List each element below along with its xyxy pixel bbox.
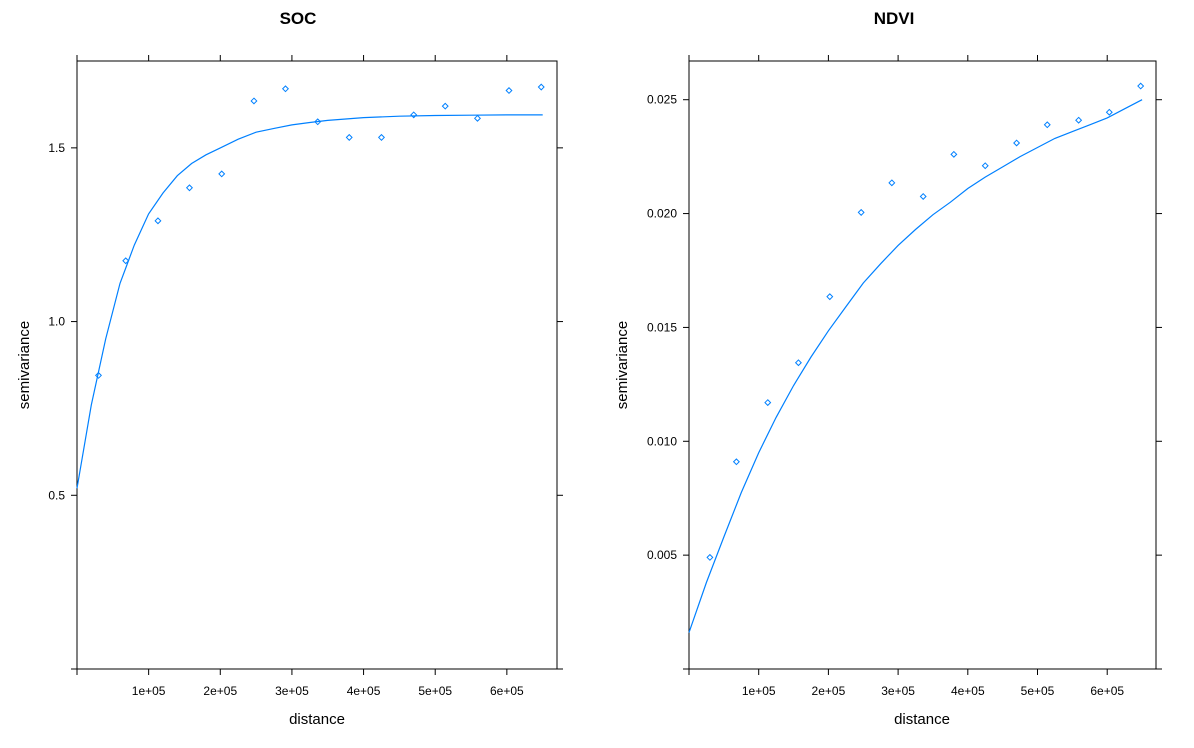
soc-data-point (154, 217, 162, 225)
ndvi-data-point (794, 359, 802, 367)
ndvi-x-tick-label: 1e+05 (742, 684, 776, 698)
soc-panel: SOC distance semivariance 1e+05 2e+05 3e+0… (16, 9, 563, 728)
soc-data-point (250, 97, 258, 105)
soc-x-tick-label: 1e+05 (132, 684, 166, 698)
ndvi-data-point (888, 179, 896, 187)
ndvi-data-point (981, 162, 989, 170)
ndvi-data-point (732, 458, 740, 466)
soc-data-point (94, 371, 103, 379)
ndvi-x-tick-label: 6e+05 (1090, 684, 1124, 698)
soc-x-tick-label: 3e+05 (275, 684, 309, 698)
soc-plot-frame (76, 60, 558, 670)
soc-data-point (377, 133, 385, 141)
soc-title: SOC (280, 9, 317, 28)
ndvi-fitted-curve (688, 99, 1143, 633)
soc-data-point (537, 83, 545, 91)
ndvi-data-point (950, 150, 958, 158)
soc-data-point (473, 114, 481, 122)
soc-data-point (281, 85, 289, 93)
ndvi-data-point (826, 293, 834, 301)
soc-x-tick-label: 5e+05 (418, 684, 452, 698)
ndvi-y-tick-label: 0.010 (647, 434, 677, 448)
ndvi-x-tick-label: 2e+05 (812, 684, 846, 698)
ndvi-plot-frame (688, 60, 1157, 670)
ndvi-data-point (1043, 121, 1051, 129)
ndvi-y-tick-label: 0.020 (647, 207, 677, 221)
soc-data-point (410, 111, 418, 119)
soc-data-point (185, 184, 193, 192)
ndvi-data-point (857, 208, 865, 216)
ndvi-panel: NDVI distance semivariance 1e+05 2e+05 3e+… (614, 9, 1162, 728)
soc-x-tick-label: 2e+05 (203, 684, 237, 698)
ndvi-y-axis-label: semivariance (614, 321, 631, 409)
soc-y-tick-label: 1.0 (48, 315, 65, 329)
ndvi-data-point (706, 553, 714, 561)
ndvi-x-tick-label: 3e+05 (881, 684, 915, 698)
ndvi-x-axis-label: distance (894, 711, 950, 728)
soc-data-point (122, 257, 130, 265)
ndvi-y-tick-label: 0.015 (647, 320, 677, 334)
ndvi-data-point (1075, 116, 1083, 124)
soc-data-point (314, 118, 322, 126)
soc-x-axis-label: distance (289, 711, 345, 728)
ndvi-x-tick-label: 5e+05 (1021, 684, 1055, 698)
soc-data-point (441, 102, 449, 110)
ndvi-y-tick-label: 0.005 (647, 548, 677, 562)
soc-data-point (505, 87, 513, 95)
soc-data-point (218, 170, 226, 178)
ndvi-data-point (1137, 82, 1145, 90)
soc-y-tick-label: 0.5 (48, 488, 65, 502)
ndvi-y-tick-label: 0.025 (647, 93, 677, 107)
ndvi-data-point (1105, 108, 1113, 116)
soc-data-point (345, 133, 353, 141)
soc-fitted-curve (76, 114, 543, 489)
soc-x-tick-label: 4e+05 (347, 684, 381, 698)
ndvi-data-point (764, 399, 772, 407)
ndvi-x-tick-label: 4e+05 (951, 684, 985, 698)
ndvi-data-point (919, 192, 927, 200)
soc-y-tick-label: 1.5 (48, 141, 65, 155)
soc-y-axis-label: semivariance (16, 321, 33, 409)
ndvi-title: NDVI (874, 9, 915, 28)
soc-x-tick-label: 6e+05 (490, 684, 524, 698)
ndvi-data-point (1013, 139, 1021, 147)
